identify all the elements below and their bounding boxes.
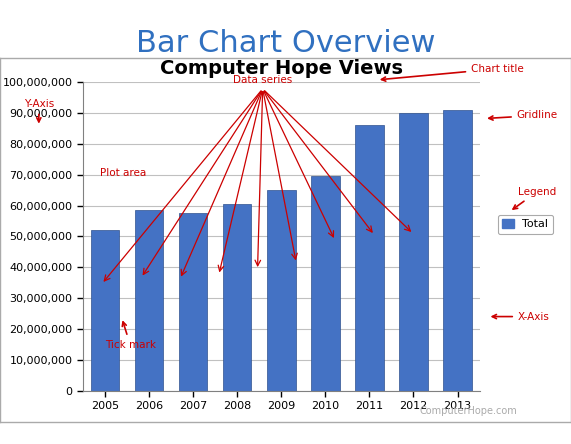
Text: Plot area: Plot area xyxy=(100,168,146,178)
Text: Y-Axis: Y-Axis xyxy=(24,99,54,122)
Bar xyxy=(179,213,207,391)
Text: Bar Chart Overview: Bar Chart Overview xyxy=(136,29,435,58)
Text: Tick mark: Tick mark xyxy=(104,322,156,350)
Bar xyxy=(135,210,163,391)
Legend: Total: Total xyxy=(498,214,553,234)
Text: Data series: Data series xyxy=(233,75,292,85)
Text: Gridline: Gridline xyxy=(489,111,558,120)
Text: X-Axis: X-Axis xyxy=(492,312,550,321)
Text: ComputerHope.com: ComputerHope.com xyxy=(419,406,517,416)
Text: Chart title: Chart title xyxy=(381,64,524,81)
Text: Legend: Legend xyxy=(513,187,556,209)
Bar xyxy=(399,113,428,391)
Bar xyxy=(91,230,119,391)
Bar xyxy=(443,110,472,391)
Bar xyxy=(311,176,340,391)
Bar xyxy=(355,125,384,391)
Bar xyxy=(223,204,251,391)
Bar xyxy=(267,190,296,391)
Title: Computer Hope Views: Computer Hope Views xyxy=(160,59,403,78)
